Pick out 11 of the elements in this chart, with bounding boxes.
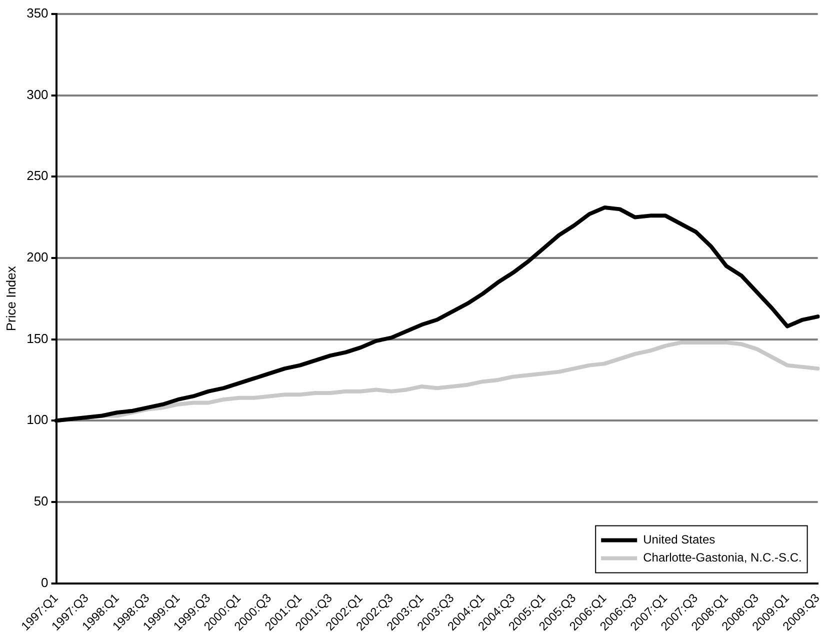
y-tick-label: 350 — [26, 6, 48, 21]
y-tick-label: 200 — [26, 250, 48, 265]
y-tick-label: 250 — [26, 168, 48, 184]
y-tick-label: 0 — [41, 574, 48, 590]
y-tick-label: 100 — [26, 412, 48, 428]
y-tick-label: 300 — [26, 86, 48, 102]
y-tick-label: 150 — [26, 330, 48, 346]
legend-label: United States — [643, 532, 716, 547]
y-tick-label: 50 — [34, 494, 48, 509]
legend-label: Charlotte-Gastonia, N.C.-S.C. — [643, 550, 802, 565]
y-axis-title: Price Index — [3, 266, 18, 332]
